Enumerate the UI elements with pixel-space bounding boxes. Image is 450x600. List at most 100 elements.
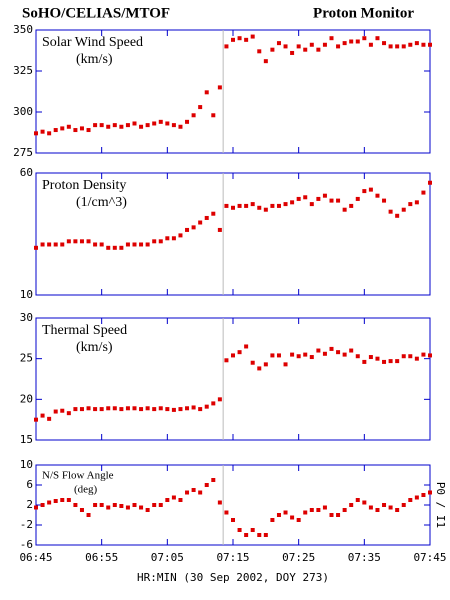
data-point (414, 495, 419, 500)
data-point (79, 239, 84, 244)
x-tick-label: 07:35 (348, 551, 381, 564)
data-point (250, 202, 255, 207)
data-point (421, 42, 426, 47)
data-point (198, 105, 203, 110)
data-point (237, 528, 242, 532)
data-point (395, 213, 400, 218)
data-point (316, 196, 321, 201)
data-point (349, 39, 354, 44)
y-tick-label: 60 (20, 166, 33, 179)
data-point (40, 503, 45, 507)
data-point (86, 513, 91, 517)
data-point (283, 202, 288, 207)
data-point (40, 129, 45, 134)
data-point (112, 245, 117, 250)
data-point (106, 245, 111, 250)
y-tick-label: 30 (20, 311, 33, 324)
data-point (53, 409, 58, 414)
data-point (263, 533, 268, 537)
data-point (165, 121, 170, 126)
panel-label: N/S Flow Angle (42, 470, 114, 482)
data-point (112, 123, 117, 128)
data-point (342, 41, 347, 46)
data-point (139, 505, 144, 510)
data-point (368, 355, 373, 360)
annotation: P0 / I1 (434, 482, 447, 528)
data-point (93, 503, 98, 507)
data-point (388, 209, 393, 214)
data-point (73, 128, 78, 133)
y-tick-label: 25 (20, 352, 33, 365)
data-point (211, 478, 216, 482)
data-point (408, 202, 413, 207)
data-point (53, 242, 58, 247)
data-point (47, 416, 52, 421)
data-point (375, 508, 380, 512)
data-point (257, 533, 262, 537)
data-point (309, 508, 314, 512)
data-point (60, 126, 65, 131)
y-tick-label: 325 (13, 64, 33, 77)
data-point (106, 124, 111, 129)
data-point (395, 508, 400, 512)
y-tick-label: 15 (20, 433, 33, 446)
data-point (125, 123, 130, 128)
data-point (66, 411, 71, 416)
data-point (34, 417, 38, 422)
data-point (231, 37, 235, 42)
y-tick-label: 20 (20, 392, 33, 405)
data-point (165, 498, 170, 502)
data-point (336, 350, 341, 355)
data-point (79, 407, 84, 412)
data-point (428, 490, 432, 495)
data-point (119, 245, 124, 250)
data-point (290, 200, 295, 205)
data-point (217, 227, 222, 232)
data-point (316, 47, 321, 52)
data-point (145, 406, 150, 411)
data-point (66, 124, 71, 129)
data-point (66, 498, 71, 502)
data-point (198, 407, 203, 412)
data-point (349, 348, 354, 353)
x-tick-label: 07:45 (413, 551, 446, 564)
data-point (329, 36, 334, 41)
data-point (171, 495, 176, 500)
data-point (322, 42, 327, 47)
data-point (224, 44, 229, 49)
data-point (171, 236, 176, 241)
data-point (158, 239, 163, 244)
data-point (40, 242, 45, 247)
data-point (355, 354, 360, 359)
data-point (257, 49, 262, 54)
data-point (421, 190, 426, 195)
data-point (276, 513, 281, 517)
data-point (276, 41, 281, 46)
data-point (34, 131, 38, 136)
data-point (139, 124, 144, 129)
data-point (401, 354, 406, 359)
y-tick-label: 350 (13, 23, 33, 36)
data-point (382, 41, 387, 46)
data-point (145, 242, 150, 247)
data-point (198, 490, 203, 495)
data-point (244, 37, 249, 42)
data-point (355, 498, 360, 502)
data-point (401, 207, 406, 212)
data-point (401, 503, 406, 507)
data-point (40, 413, 45, 418)
data-point (414, 356, 419, 361)
data-point (152, 503, 157, 507)
data-point (250, 528, 255, 532)
data-point (79, 508, 84, 512)
data-point (237, 203, 242, 208)
panel-label: Solar Wind Speed (42, 35, 143, 50)
data-point (296, 354, 301, 359)
data-point (165, 236, 170, 241)
data-point (336, 513, 341, 517)
data-point (224, 510, 229, 515)
data-point (79, 126, 84, 131)
data-point (93, 407, 98, 412)
y-tick-label: 10 (20, 288, 33, 301)
data-point (224, 358, 229, 363)
